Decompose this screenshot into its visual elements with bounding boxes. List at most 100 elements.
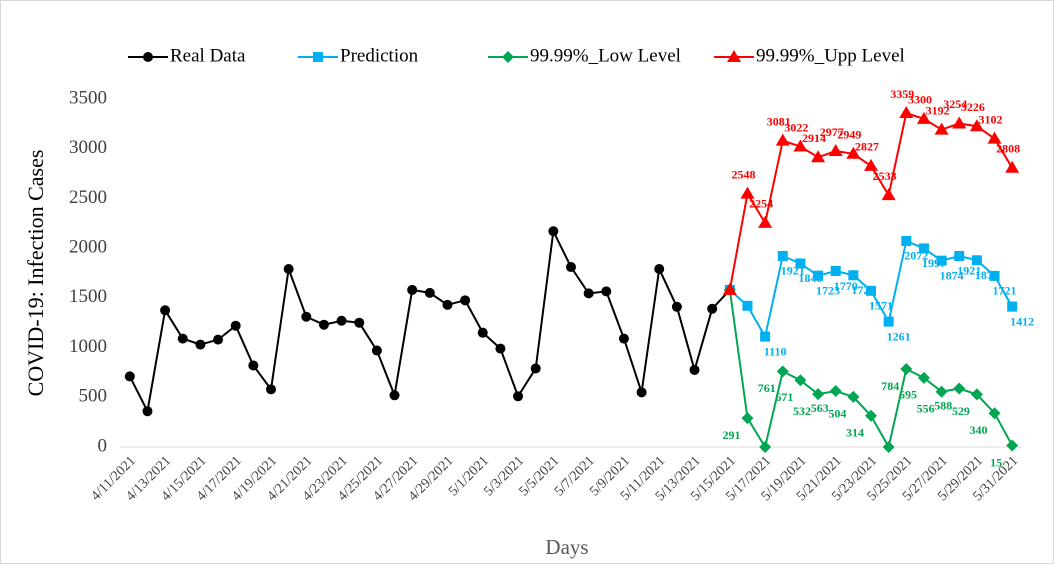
data-label: 2949 [837,128,861,142]
point [935,385,948,398]
point [954,250,965,261]
y-tick-label: 1500 [69,286,107,307]
point [1005,160,1020,173]
data-label: 1110 [764,344,787,358]
data-label: 1770 [834,279,858,293]
point [829,385,842,398]
data-label: 1721 [993,284,1017,298]
point [230,320,241,331]
y-axis-title: COVID-19: Infection Cases [23,150,48,397]
data-label: 2808 [996,142,1020,156]
legend-label: Real Data [170,45,246,66]
point [407,284,418,295]
point [495,343,506,354]
data-label: 340 [970,423,988,437]
point [266,384,276,395]
data-label: 2914 [802,131,826,145]
legend-label: Prediction [340,45,419,66]
point [760,331,771,342]
point [213,334,224,345]
point [989,270,1000,281]
data-label: 2977 [820,125,844,139]
point [160,305,171,316]
point [742,300,753,311]
point [248,360,259,371]
point [883,316,894,327]
data-label: 3300 [908,93,932,107]
point [811,150,826,163]
data-label: 784 [881,379,899,393]
data-label: 2533 [873,169,897,183]
data-label: 291 [722,428,740,442]
point [882,441,895,453]
data-label: 314 [846,426,864,440]
point [548,226,559,237]
point [848,270,859,281]
point [336,315,347,326]
point [970,388,983,401]
point [442,299,453,310]
y-tick-label: 1000 [69,336,107,357]
point [917,371,930,384]
point [566,262,576,273]
point [952,116,967,129]
point [671,301,682,312]
point [389,390,400,401]
data-label: 671 [775,390,793,404]
data-label: 1571 [869,299,893,313]
point [318,319,329,330]
data-label: 3226 [961,100,985,114]
point [899,106,914,119]
point [865,409,877,422]
point [301,311,312,322]
point [900,363,913,376]
point [969,119,984,132]
point [777,250,788,261]
y-tick-label: 2000 [69,237,107,258]
point [830,266,841,277]
point [813,270,824,281]
point [1006,439,1019,452]
point [794,374,807,387]
point [142,406,153,417]
point [283,264,294,275]
data-label: 1723 [816,283,840,297]
data-label: 532 [793,404,811,418]
point [775,133,790,146]
point [828,144,843,157]
data-label: 3254 [943,97,967,111]
data-label: 3022 [784,120,808,134]
point [866,285,876,296]
data-label: 695 [899,388,917,402]
point [971,255,982,266]
data-label: 504 [828,407,846,421]
point [313,52,323,62]
point [759,441,772,453]
point [918,243,929,254]
data-label: 3081 [767,114,791,128]
point [707,303,718,314]
point [689,364,700,375]
point [636,387,647,398]
data-label: 2548 [731,167,755,181]
data-label: 15 [990,455,1002,469]
data-label: 1261 [887,329,911,343]
point [601,286,612,297]
data-label: 2254 [749,197,773,211]
legend-label: 99.99%_Low Level [530,45,681,66]
point [143,52,153,62]
data-label: 563 [811,401,829,415]
point [846,146,861,159]
point [758,215,773,228]
y-tick-label: 3500 [69,87,107,108]
point [477,327,488,338]
data-label: 1412 [1010,314,1034,328]
point [988,407,1001,420]
point [502,51,514,63]
legend-label: 99.99%_Upp Level [756,45,905,66]
point [793,139,808,152]
data-label: 1874 [940,268,964,282]
point [618,333,629,344]
